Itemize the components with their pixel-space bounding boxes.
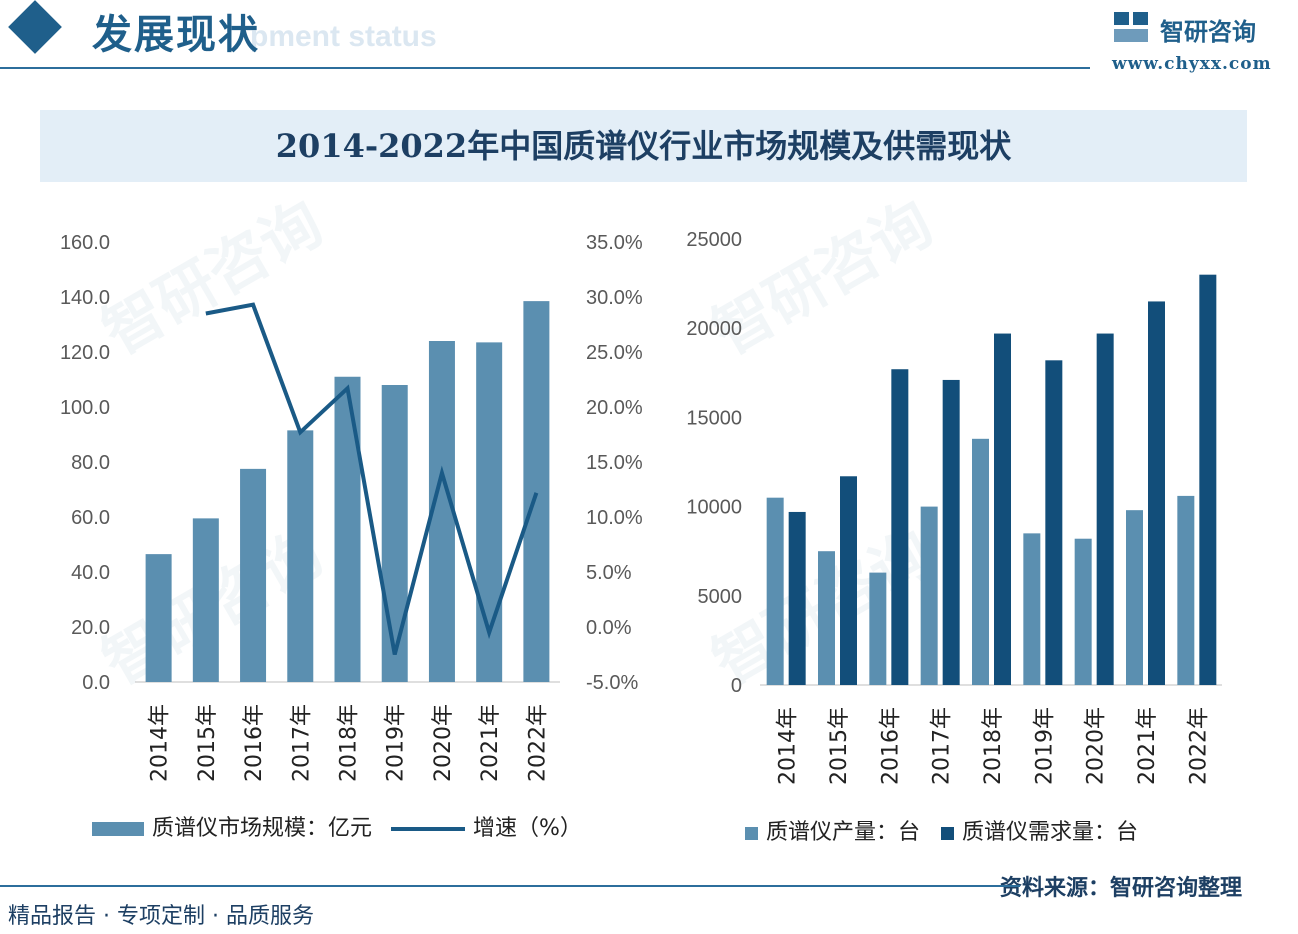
bar-market-size (145, 554, 172, 682)
x-tick-right: 2022年 (1186, 707, 1211, 785)
y-tick-left: 40.0 (71, 562, 110, 584)
y-tick-right-chart: 20000 (686, 318, 742, 340)
bar-production (1074, 538, 1092, 685)
bar-production (920, 506, 938, 685)
x-tick-left: 2019年 (384, 704, 409, 782)
y-tick-right: 5.0% (586, 562, 632, 584)
footer-tagline: 精品报告 · 专项定制 · 品质服务 (8, 904, 314, 929)
y-tick-left: 0.0 (82, 672, 110, 694)
x-tick-right: 2016年 (878, 707, 903, 785)
x-tick-right: 2017年 (930, 707, 955, 785)
bar-demand (1148, 301, 1165, 685)
y-tick-right-chart: 0 (731, 675, 742, 697)
bar-demand (942, 379, 960, 685)
y-tick-left: 20.0 (71, 617, 110, 639)
legend-left: 质谱仪市场规模：亿元 增速（%） (92, 810, 582, 842)
y-tick-right: 30.0% (586, 287, 643, 309)
y-tick-right: 35.0% (586, 232, 643, 254)
x-tick-right: 2020年 (1084, 707, 1109, 785)
y-tick-right: 25.0% (586, 342, 643, 364)
legend-swatch-line (391, 827, 466, 831)
legend-item-market-size: 质谱仪市场规模：亿元 (92, 816, 379, 841)
x-tick-right: 2014年 (776, 707, 801, 785)
bar-production (1126, 510, 1143, 685)
chart-title-box: 2014-2022年中国质谱仪行业市场规模及供需现状 (40, 110, 1247, 182)
legend-item-production: 质谱仪产量：台 (745, 820, 927, 845)
bar-demand (994, 333, 1011, 685)
y-tick-right: -5.0% (586, 672, 638, 694)
y-tick-left: 100.0 (60, 397, 110, 419)
chart-main-title: 2014-2022年中国质谱仪行业市场规模及供需现状 (275, 127, 1012, 165)
bar-market-size (287, 430, 314, 682)
legend-label-demand: 质谱仪需求量：台 (962, 820, 1139, 845)
x-tick-right: 2021年 (1135, 707, 1160, 785)
bar-demand (788, 511, 806, 685)
bar-production (869, 572, 887, 685)
bar-market-size (334, 376, 361, 682)
bar-demand (1045, 360, 1063, 685)
bar-production (766, 497, 784, 685)
bar-production (972, 438, 989, 685)
bar-market-size (476, 342, 503, 682)
y-tick-left: 160.0 (60, 232, 110, 254)
header-subtitle-watermark: pment status (250, 20, 437, 53)
bar-market-size (523, 301, 550, 682)
bar-demand (840, 476, 857, 685)
bar-demand (891, 369, 909, 685)
x-tick-left: 2022年 (525, 704, 550, 782)
x-tick-left: 2017年 (289, 704, 314, 782)
legend-label-production: 质谱仪产量：台 (766, 820, 921, 845)
x-tick-left: 2014年 (148, 704, 173, 782)
legend-right: 质谱仪产量：台 质谱仪需求量：台 (745, 814, 1138, 846)
bar-demand (1096, 333, 1114, 685)
y-tick-left: 140.0 (60, 287, 110, 309)
x-tick-right: 2018年 (981, 707, 1006, 785)
bar-production (818, 551, 835, 685)
x-tick-left: 2021年 (478, 704, 503, 782)
y-tick-right-chart: 10000 (686, 497, 742, 519)
y-tick-right-chart: 5000 (698, 586, 743, 608)
y-tick-left: 120.0 (60, 342, 110, 364)
bar-production (1023, 533, 1041, 685)
bar-market-size (192, 518, 219, 682)
y-tick-right-chart: 25000 (686, 229, 742, 251)
bar-market-size (381, 385, 408, 682)
header-divider (0, 67, 1090, 69)
legend-item-demand: 质谱仪需求量：台 (941, 820, 1138, 845)
y-tick-right: 20.0% (586, 397, 643, 419)
y-tick-left: 60.0 (71, 507, 110, 529)
y-tick-right: 15.0% (586, 452, 643, 474)
y-tick-left: 80.0 (71, 452, 110, 474)
y-tick-right: 10.0% (586, 507, 643, 529)
bar-demand (1199, 274, 1217, 685)
legend-item-growth: 增速（%） (391, 816, 582, 841)
bar-market-size (240, 468, 267, 682)
x-tick-right: 2019年 (1032, 707, 1057, 785)
x-tick-left: 2018年 (337, 704, 362, 782)
brand-name: 智研咨询 (1160, 18, 1256, 46)
brand-logo-icon (1114, 12, 1148, 42)
legend-swatch-bar (92, 822, 144, 836)
footer-divider (0, 885, 1020, 887)
y-tick-right-chart: 15000 (686, 407, 742, 429)
data-source: 资料来源：智研咨询整理 (1000, 876, 1243, 901)
legend-label-market-size: 质谱仪市场规模：亿元 (152, 816, 373, 841)
x-tick-right: 2015年 (827, 707, 852, 785)
x-tick-left: 2015年 (195, 704, 220, 782)
legend-label-growth: 增速（%） (473, 816, 582, 841)
y-tick-right: 0.0% (586, 617, 632, 639)
line-growth-rate (205, 302, 539, 656)
legend-swatch-demand (941, 826, 955, 840)
bar-production (1177, 495, 1195, 685)
legend-swatch-production (745, 826, 758, 840)
x-tick-left: 2020年 (431, 704, 456, 782)
brand-url[interactable]: www.chyxx.com (1112, 54, 1272, 74)
x-tick-left: 2016年 (242, 704, 267, 782)
page-title: 发展现状 (92, 11, 260, 58)
